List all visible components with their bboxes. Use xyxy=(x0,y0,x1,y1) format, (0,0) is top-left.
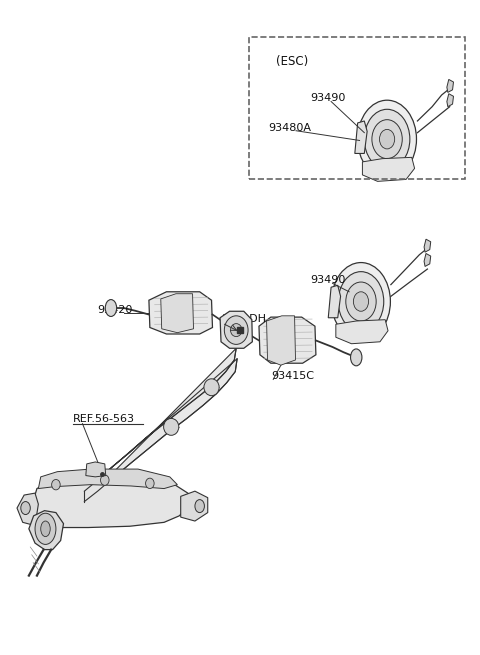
Polygon shape xyxy=(220,311,252,348)
Polygon shape xyxy=(84,348,237,502)
Polygon shape xyxy=(336,320,388,344)
Text: REF.56-563: REF.56-563 xyxy=(73,413,135,424)
Ellipse shape xyxy=(338,272,384,331)
Polygon shape xyxy=(149,291,213,334)
Ellipse shape xyxy=(204,379,219,396)
Polygon shape xyxy=(32,476,189,527)
Ellipse shape xyxy=(353,291,369,311)
Ellipse shape xyxy=(52,479,60,490)
Ellipse shape xyxy=(35,514,56,544)
Ellipse shape xyxy=(21,502,30,515)
Polygon shape xyxy=(259,317,316,364)
Text: 93420: 93420 xyxy=(97,305,133,314)
Polygon shape xyxy=(447,94,454,107)
Ellipse shape xyxy=(100,475,109,485)
Polygon shape xyxy=(424,239,431,252)
Ellipse shape xyxy=(364,109,410,169)
Ellipse shape xyxy=(224,316,248,345)
Polygon shape xyxy=(86,462,106,477)
Polygon shape xyxy=(38,469,178,489)
Polygon shape xyxy=(266,316,296,365)
Text: 93490: 93490 xyxy=(310,275,346,286)
Polygon shape xyxy=(161,293,193,333)
Text: 93415C: 93415C xyxy=(271,371,314,381)
Polygon shape xyxy=(355,121,367,153)
Ellipse shape xyxy=(350,349,362,365)
Text: (ESC): (ESC) xyxy=(276,55,308,67)
Text: 1231DH: 1231DH xyxy=(222,314,267,324)
Text: 93480A: 93480A xyxy=(268,122,312,133)
Polygon shape xyxy=(362,157,415,181)
Polygon shape xyxy=(29,511,63,550)
Ellipse shape xyxy=(332,263,390,341)
Polygon shape xyxy=(17,493,38,525)
Ellipse shape xyxy=(145,478,154,489)
Ellipse shape xyxy=(105,299,117,316)
Ellipse shape xyxy=(195,500,204,513)
Polygon shape xyxy=(180,491,208,521)
Ellipse shape xyxy=(358,100,417,178)
Ellipse shape xyxy=(230,324,242,337)
Text: 93490: 93490 xyxy=(310,94,346,103)
Ellipse shape xyxy=(164,419,179,436)
Ellipse shape xyxy=(346,282,376,321)
Polygon shape xyxy=(424,253,431,267)
Ellipse shape xyxy=(41,521,50,536)
Polygon shape xyxy=(328,286,341,318)
Ellipse shape xyxy=(380,130,395,149)
Ellipse shape xyxy=(372,120,402,159)
Polygon shape xyxy=(447,79,454,92)
